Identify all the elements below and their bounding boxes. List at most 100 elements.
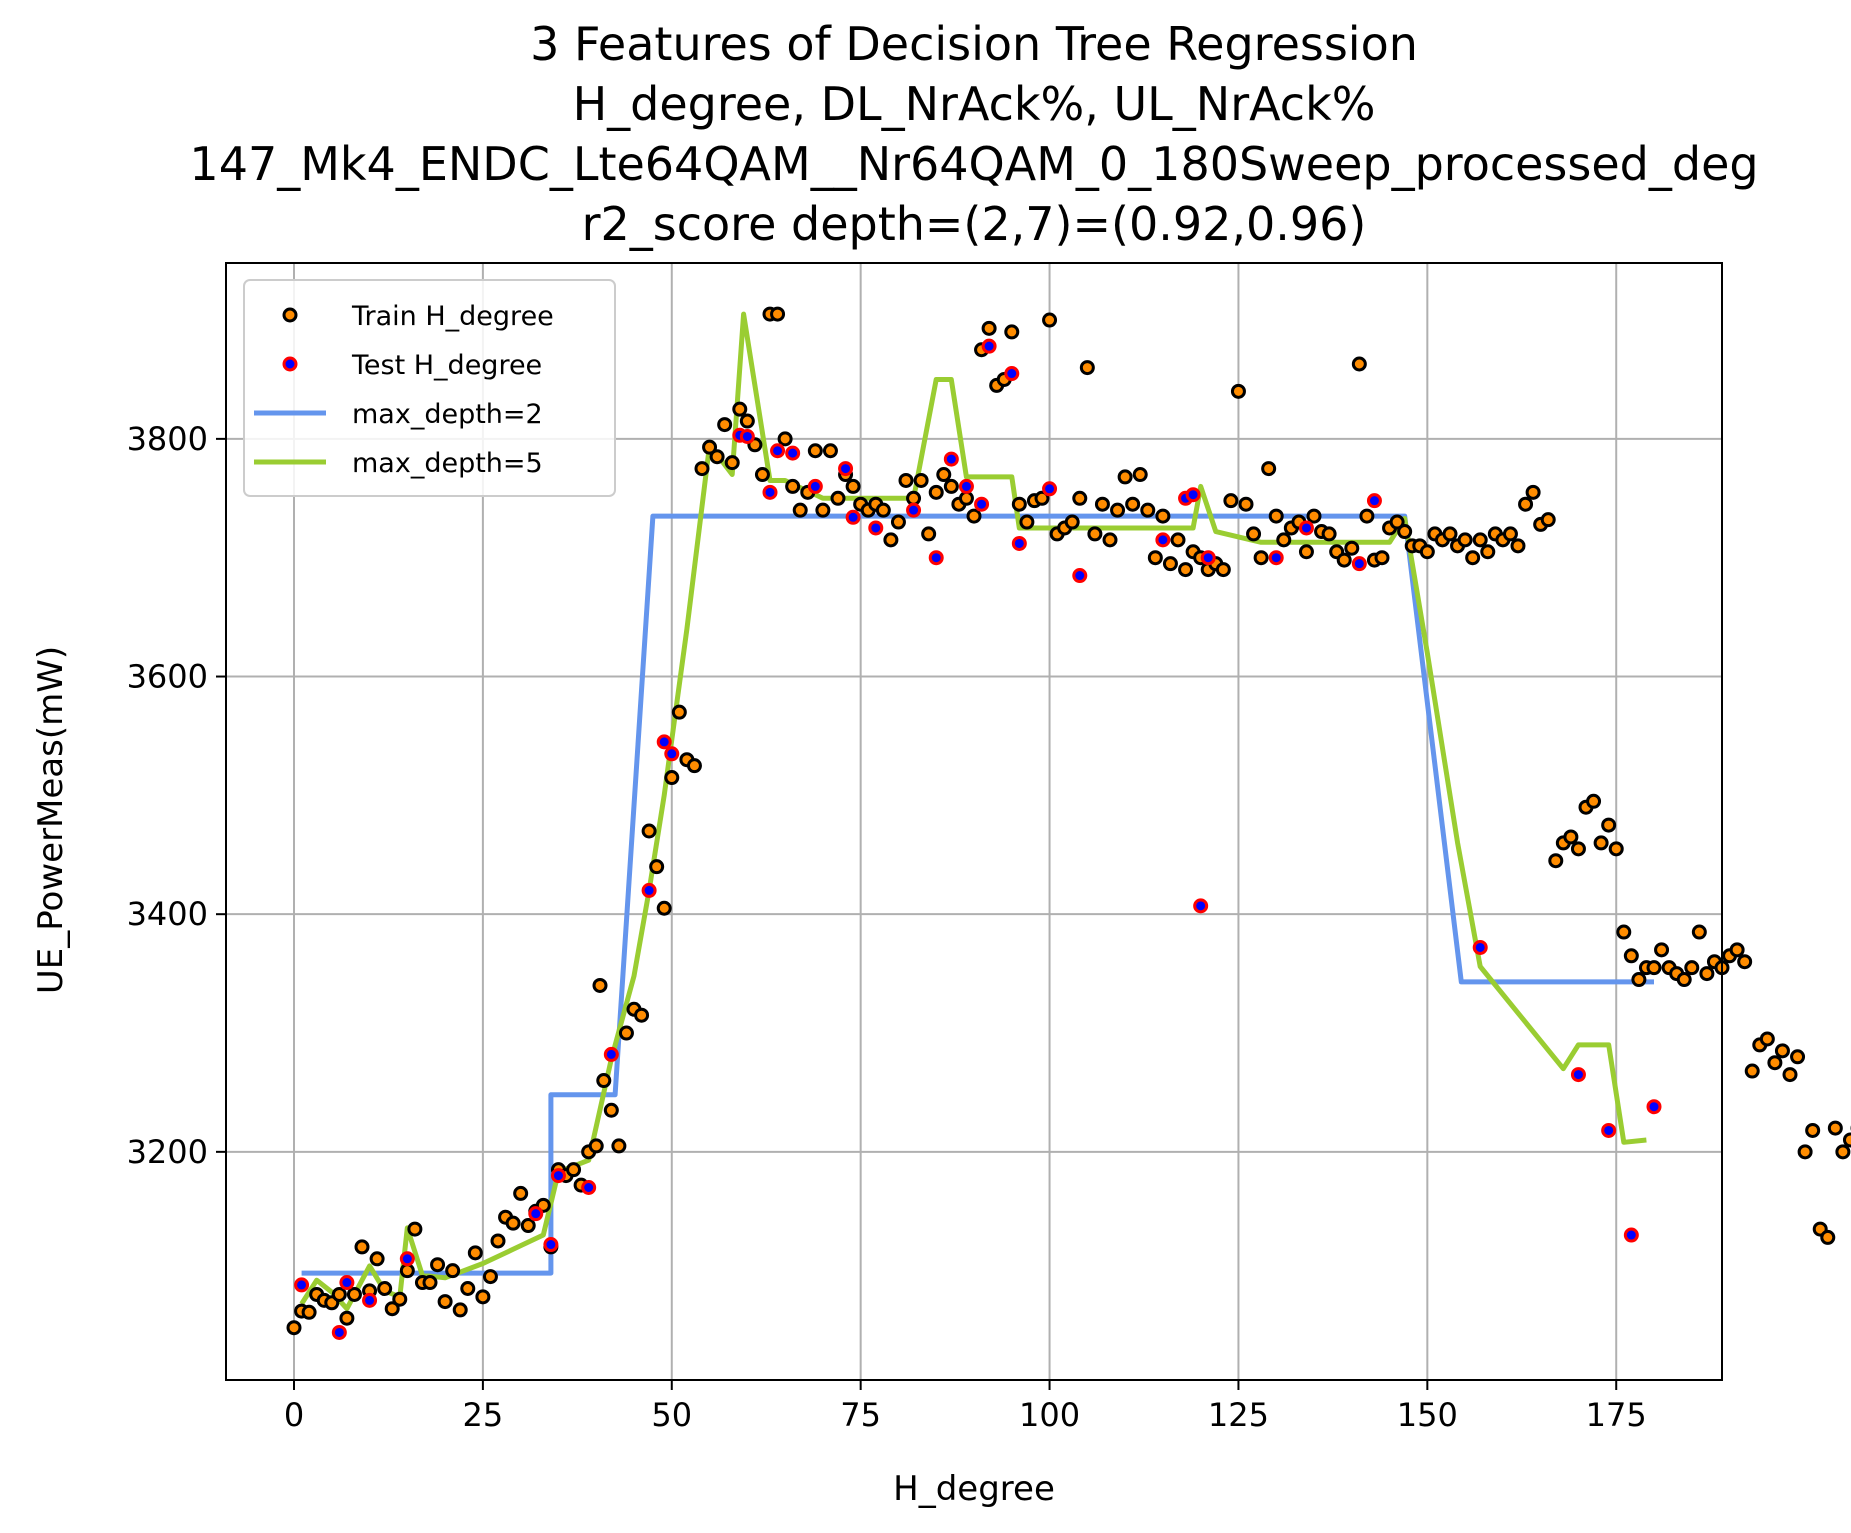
train-point	[1827, 1120, 1843, 1136]
test-point	[1268, 550, 1284, 566]
series-train-h-degree	[286, 306, 1851, 1336]
test-point	[656, 734, 672, 750]
train-point	[1797, 1144, 1813, 1160]
test-point	[943, 451, 959, 467]
train-point	[286, 1320, 302, 1336]
train-point	[377, 1281, 393, 1297]
train-point	[1820, 1229, 1836, 1245]
train-point	[1079, 360, 1095, 376]
train-point	[1034, 490, 1050, 506]
test-point	[1011, 535, 1027, 551]
test-point	[770, 443, 786, 459]
y-axis-label: UE_PowerMeas(mW)	[31, 646, 71, 994]
train-point	[906, 490, 922, 506]
train-point	[732, 401, 748, 417]
legend-label: Test H_degree	[351, 350, 542, 381]
test-point	[641, 882, 657, 898]
train-point	[1102, 532, 1118, 548]
train-point	[467, 1245, 483, 1261]
train-point	[1336, 552, 1352, 568]
train-point	[1593, 835, 1609, 851]
train-point	[1563, 829, 1579, 845]
test-point	[581, 1179, 597, 1195]
title-line-2: H_degree, DL_NrAck%, UL_NrAck%	[573, 77, 1376, 131]
train-point	[664, 770, 680, 786]
train-point	[1110, 502, 1126, 518]
train-point	[1094, 496, 1110, 512]
train-point	[1230, 383, 1246, 399]
x-tick-label: 100	[1019, 1396, 1080, 1434]
y-tick-label: 3200	[127, 1133, 208, 1171]
test-point	[1042, 481, 1058, 497]
train-point	[1298, 544, 1314, 560]
test-point	[294, 1277, 310, 1293]
title-line-1: 3 Features of Decision Tree Regression	[530, 17, 1418, 71]
x-tick-label: 50	[651, 1396, 692, 1434]
train-point	[1646, 960, 1662, 976]
test-point	[1072, 568, 1088, 584]
train-point	[1306, 508, 1322, 524]
test-point	[981, 338, 997, 354]
train-point	[1087, 526, 1103, 542]
train-point	[452, 1302, 468, 1318]
train-point	[1654, 942, 1670, 958]
train-point	[490, 1233, 506, 1249]
title-line-4: r2_score depth=(2,7)=(0.92,0.96)	[582, 197, 1367, 251]
test-point	[1200, 550, 1216, 566]
series-test-h-degree	[294, 338, 1662, 1340]
train-point	[966, 508, 982, 524]
test-point	[1185, 487, 1201, 503]
y-tick-label: 3600	[127, 658, 208, 696]
train-point	[392, 1291, 408, 1307]
test-point	[1298, 520, 1314, 536]
train-point	[785, 478, 801, 494]
plot-frame	[225, 262, 1723, 1381]
train-point	[407, 1221, 423, 1237]
train-point	[958, 490, 974, 506]
train-point	[399, 1263, 415, 1279]
test-point	[1472, 939, 1488, 955]
test-point	[1351, 556, 1367, 572]
train-point	[566, 1162, 582, 1178]
train-point	[422, 1275, 438, 1291]
train-point	[702, 439, 718, 455]
test-point	[339, 1275, 355, 1291]
train-point	[1223, 493, 1239, 509]
test-point	[1193, 898, 1209, 914]
test-point	[550, 1168, 566, 1184]
train-point	[1457, 532, 1473, 548]
train-point	[1465, 550, 1481, 566]
train-point	[709, 449, 725, 465]
train-point	[1389, 514, 1405, 530]
x-tick-label: 25	[463, 1396, 504, 1434]
train-point	[1691, 924, 1707, 940]
train-point	[301, 1304, 317, 1320]
train-point	[1351, 356, 1367, 372]
train-point	[369, 1251, 385, 1267]
test-point	[1366, 493, 1382, 509]
legend: Train H_degree Test H_degree max_depth=2ma…	[243, 279, 616, 497]
train-point	[596, 1073, 612, 1089]
legend-label: max_depth=5	[352, 448, 543, 479]
legend-label: Train H_degree	[351, 301, 554, 332]
train-point	[1140, 502, 1156, 518]
train-point	[1548, 853, 1564, 869]
train-point	[331, 1286, 347, 1302]
train-point	[649, 859, 665, 875]
train-point	[1782, 1067, 1798, 1083]
train-point	[1215, 562, 1231, 578]
train-point	[1525, 484, 1541, 500]
train-point	[1774, 1043, 1790, 1059]
chart-title: 3 Features of Decision Tree Regression H…	[189, 17, 1758, 251]
train-point	[1125, 496, 1141, 512]
train-point	[792, 502, 808, 518]
train-point	[1170, 532, 1186, 548]
train-point	[1374, 550, 1390, 566]
train-point	[1344, 540, 1360, 556]
train-point	[520, 1218, 536, 1234]
y-axis: 3200 3400 3600 3800	[127, 420, 226, 1171]
train-point	[1442, 526, 1458, 542]
train-point	[1419, 544, 1435, 560]
train-point	[822, 443, 838, 459]
